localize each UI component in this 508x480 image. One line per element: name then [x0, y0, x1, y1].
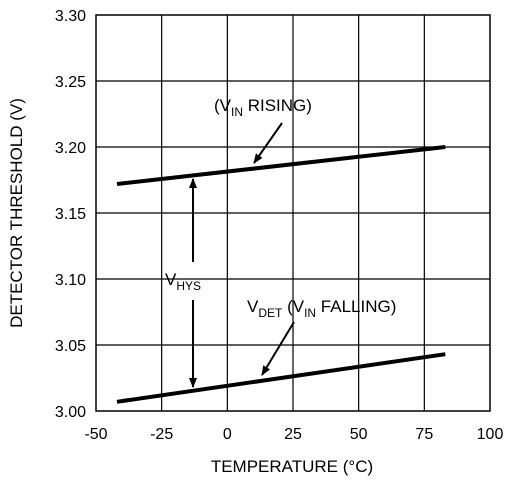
annotation-rising-pre: (V: [214, 96, 232, 115]
annotation-hys: VHYS: [165, 270, 201, 293]
annotation-rising-sub: IN: [231, 105, 243, 119]
x-tick-label: 0: [223, 426, 232, 443]
x-tick-label: 100: [477, 426, 504, 443]
plot-frame: [95, 14, 491, 412]
y-tick-labels: 3.00 3.05 3.10 3.15 3.20 3.25 3.30: [55, 8, 86, 421]
y-tick-label: 3.05: [55, 338, 86, 355]
x-tick-label: 75: [415, 426, 433, 443]
y-tick-label: 3.25: [55, 74, 86, 91]
series-lines: [116, 145, 446, 404]
annotation-falling-post: FALLING): [316, 297, 396, 316]
annotation-falling-mid: (V: [282, 297, 304, 316]
annotation-falling-sub2: IN: [304, 306, 316, 320]
annotation-falling: VDET (VIN FALLING): [247, 297, 396, 320]
annotation-rising: (VIN RISING): [214, 96, 312, 119]
grid: [96, 15, 490, 411]
y-tick-label: 3.15: [55, 206, 86, 223]
y-axis-title: DETECTOR THRESHOLD (V): [7, 98, 26, 328]
y-tick-label: 3.20: [55, 140, 86, 157]
x-tick-label: -25: [150, 426, 173, 443]
y-tick-label: 3.10: [55, 272, 86, 289]
annotation-hys-sub: HYS: [176, 279, 201, 293]
x-tick-label: 50: [350, 426, 368, 443]
x-tick-labels: -50 -25 0 25 50 75 100: [84, 426, 503, 443]
series-line-vin-rising: [116, 145, 446, 186]
annotation-rising-post: RISING): [243, 96, 312, 115]
x-tick-label: -50: [84, 426, 107, 443]
falling-pointer-arrow: [261, 321, 295, 376]
x-tick-label: 25: [284, 426, 302, 443]
x-axis-title: TEMPERATURE (°C): [211, 457, 373, 476]
series-line-vdet-falling: [116, 352, 446, 404]
rising-pointer-arrow: [253, 122, 283, 164]
annotation-falling-v: V: [247, 297, 259, 316]
y-tick-label: 3.00: [55, 404, 86, 421]
y-tick-label: 3.30: [55, 8, 86, 25]
annotation-falling-sub1: DET: [258, 306, 283, 320]
annotation-hys-v: V: [165, 270, 177, 289]
